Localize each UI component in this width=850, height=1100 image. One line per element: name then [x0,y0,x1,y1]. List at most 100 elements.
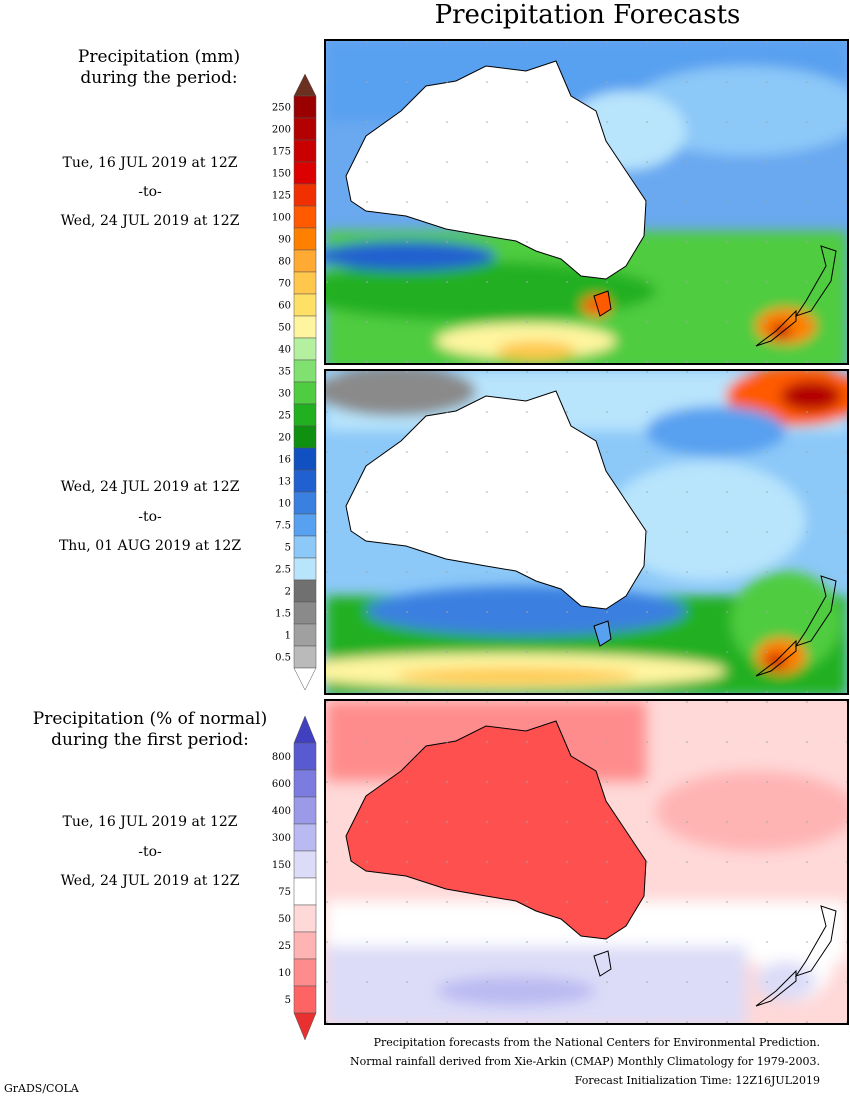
colorbar-mm-label: 20 [278,433,291,444]
colorbar-mm-swatch [293,359,317,383]
colorbar-pct-swatch [293,958,317,987]
colorbar-mm-swatch [293,381,317,405]
colorbar-pct-swatch [293,985,317,1014]
pct-heading-line2: during the first period: [51,730,249,750]
credit-label: GrADS/COLA [4,1082,79,1095]
colorbar-mm-label: 70 [278,279,291,290]
colorbar-mm-swatch [293,425,317,449]
colorbar-mm-label: 0.5 [275,653,291,664]
colorbar-mm-label: 250 [272,103,291,114]
colorbar-pct-swatch [293,850,317,879]
footer-notes: Precipitation forecasts from the Nationa… [350,1033,820,1090]
period2-end: Thu, 01 AUG 2019 at 12Z [58,538,242,554]
page-title: Precipitation Forecasts [434,0,741,30]
colorbar-mm-label: 150 [272,169,291,180]
pct-heading: Precipitation (% of normal) during the f… [0,709,300,751]
colorbar-mm-label: 200 [272,125,291,136]
colorbar-mm-label: 10 [278,499,291,510]
period1-start: Tue, 16 JUL 2019 at 12Z [62,155,238,171]
colorbar-mm-swatch [293,293,317,317]
colorbar-mm-swatch [293,117,317,141]
colorbar-mm-swatch [293,601,317,625]
footer-line1: Precipitation forecasts from the Nationa… [373,1036,820,1049]
colorbar-mm-top-arrow [293,73,317,97]
colorbar-pct-label: 600 [272,779,291,790]
period1-end: Wed, 24 JUL 2019 at 12Z [60,213,240,229]
pct-heading-line1: Precipitation (% of normal) [32,709,268,729]
precip-map-period1 [326,41,847,363]
colorbar-mm-swatch [293,645,317,669]
colorbar-pct-label: 50 [278,914,291,925]
colorbar-mm-swatch [293,623,317,647]
colorbar-mm-label: 5 [285,543,291,554]
colorbar-mm-label: 7.5 [275,521,291,532]
colorbar-mm-label: 80 [278,257,291,268]
map-panel-period2 [324,369,849,695]
colorbar-pct: 800 600 400 300 150 75 50 25 10 5 [268,714,324,1041]
colorbar-mm-swatch [293,469,317,493]
colorbar-pct-bottom-arrow [293,1012,317,1041]
colorbar-mm-label: 35 [278,367,291,378]
colorbar-mm-swatch [293,579,317,603]
period2-start: Wed, 24 JUL 2019 at 12Z [60,479,240,495]
colorbar-pct-label: 150 [272,860,291,871]
colorbar-mm-label: 50 [278,323,291,334]
map-panel-period1 [324,39,849,365]
colorbar-pct-label: 5 [285,995,291,1006]
colorbar-mm-label: 100 [272,213,291,224]
colorbar-mm-swatch [293,227,317,251]
colorbar-pct-top-arrow [293,715,317,744]
colorbar-mm-label: 90 [278,235,291,246]
colorbar-pct-swatch [293,904,317,933]
colorbar-mm-swatch [293,403,317,427]
colorbar-mm-label: 30 [278,389,291,400]
colorbar-mm-label: 1 [285,631,291,642]
colorbar-mm-label: 2 [285,587,291,598]
colorbar-mm-label: 16 [278,455,291,466]
colorbar-mm-label: 60 [278,301,291,312]
colorbar-mm-swatch [293,337,317,361]
period3-end: Wed, 24 JUL 2019 at 12Z [60,873,240,889]
period1-to: -to- [138,184,162,200]
footer-line2: Normal rainfall derived from Xie-Arkin (… [350,1055,820,1068]
mm-heading-line2: during the period: [80,68,238,88]
colorbar-pct-swatch [293,769,317,798]
period3-start: Tue, 16 JUL 2019 at 12Z [62,814,238,830]
period2-to: -to- [138,509,162,525]
mm-heading-line1: Precipitation (mm) [77,47,241,67]
colorbar-pct-swatch [293,742,317,771]
colorbar-mm-swatch [293,447,317,471]
colorbar-mm-swatch [293,557,317,581]
map-panel-percent-normal [324,699,849,1025]
mm-heading: Precipitation (mm) during the period: [0,47,318,89]
colorbar-mm-bottom-arrow [293,667,317,691]
colorbar-mm-label: 2.5 [275,565,291,576]
colorbar-pct-label: 300 [272,833,291,844]
colorbar-mm-swatch [293,535,317,559]
colorbar-mm-swatch [293,95,317,119]
colorbar-mm-label: 25 [278,411,291,422]
colorbar-pct-label: 800 [272,752,291,763]
colorbar-mm-swatch [293,205,317,229]
colorbar-mm-label: 40 [278,345,291,356]
colorbar-pct-label: 10 [278,968,291,979]
colorbar-mm-label: 175 [272,147,291,158]
colorbar-mm-swatch [293,271,317,295]
footer-line3: Forecast Initialization Time: 12Z16JUL20… [574,1074,820,1087]
colorbar-mm-swatch [293,491,317,515]
colorbar-pct-label: 25 [278,941,291,952]
colorbar-pct-label: 75 [278,887,291,898]
colorbar-mm-label: 125 [272,191,291,202]
colorbar-pct-swatch [293,796,317,825]
colorbar-pct-swatch [293,877,317,906]
colorbar-mm-swatch [293,315,317,339]
colorbar-pct-swatch [293,931,317,960]
colorbar-mm-swatch [293,183,317,207]
colorbar-mm-swatch [293,249,317,273]
colorbar-mm-swatch [293,139,317,163]
colorbar-mm-swatch [293,161,317,185]
colorbar-pct-swatch [293,823,317,852]
colorbar-mm-label: 1.5 [275,609,291,620]
colorbar-mm-swatch [293,513,317,537]
period3-to: -to- [138,844,162,860]
